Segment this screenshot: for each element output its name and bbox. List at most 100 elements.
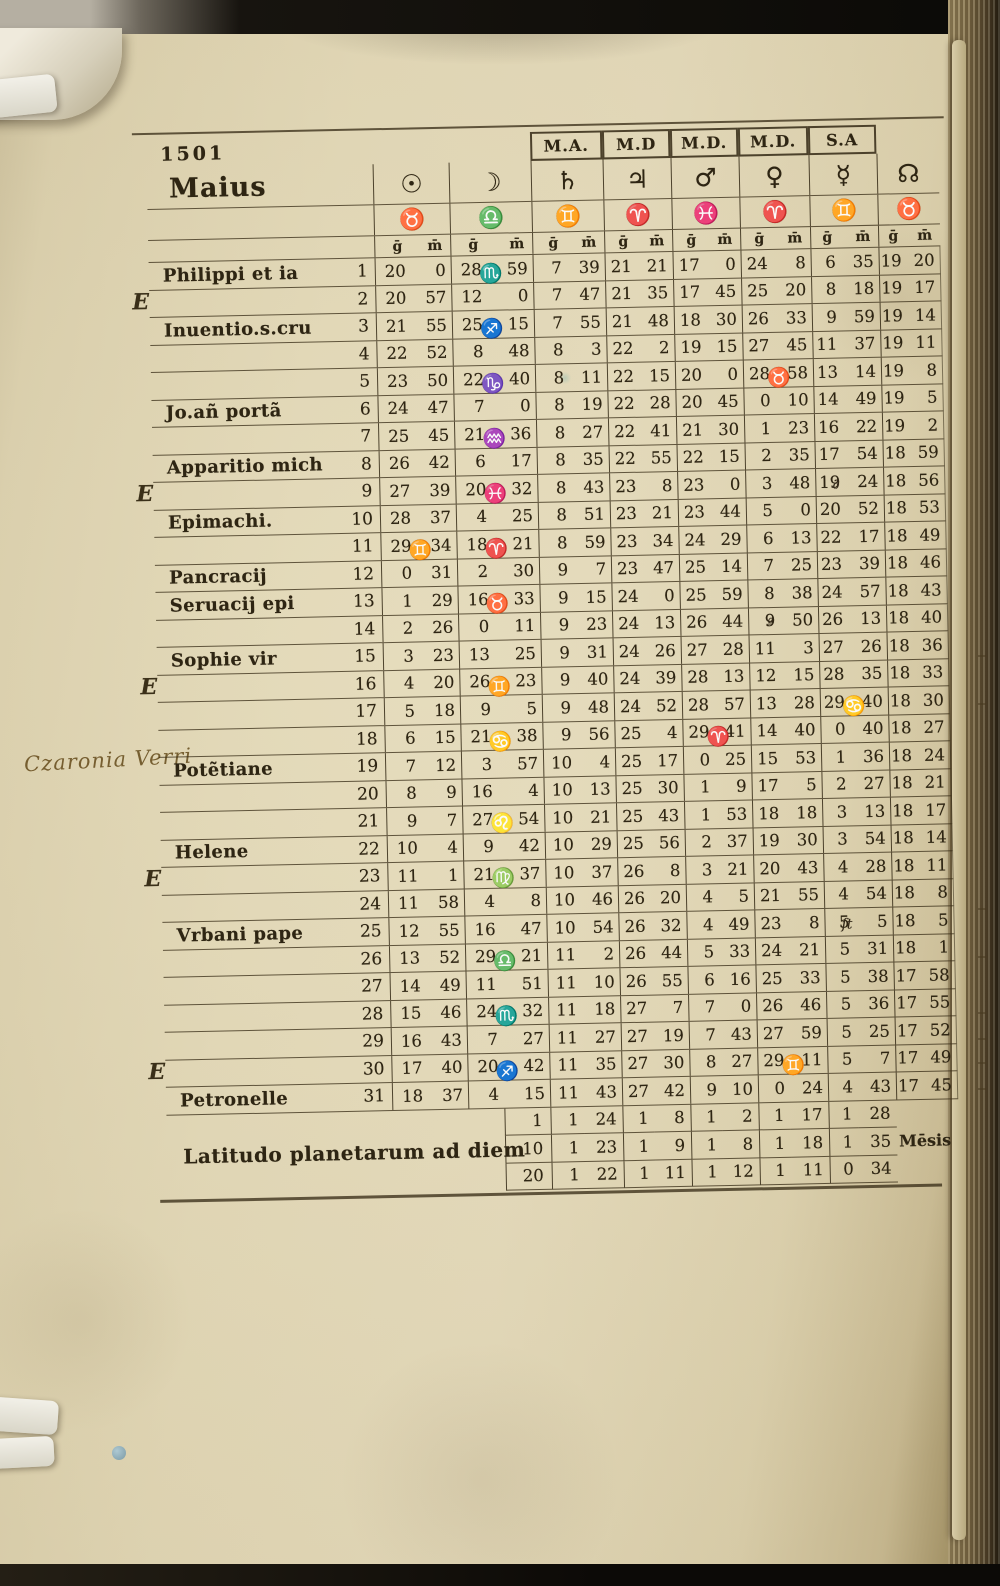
aries-sign-icon: ♈	[706, 725, 731, 748]
sat-degrees: 8	[535, 419, 571, 447]
degree-column-header: ḡ	[532, 232, 567, 254]
node-degrees: 18	[885, 577, 914, 605]
node-minutes: 8	[908, 356, 944, 384]
latitude-minutes: 11	[791, 1156, 831, 1185]
node-minutes: 43	[913, 576, 948, 604]
mer-degrees: 23	[816, 550, 848, 579]
mars-degrees: 1	[683, 773, 716, 801]
sat-degrees: 8	[536, 446, 572, 474]
sun-degrees: 17	[391, 1054, 428, 1083]
node-minutes: 59	[910, 438, 945, 467]
node-minutes: 11	[919, 851, 954, 879]
sun-minutes: 39	[429, 480, 451, 500]
mars-degrees: 19	[674, 333, 707, 361]
node-minutes: 27	[916, 713, 951, 741]
day-number: 24	[359, 893, 382, 915]
mer-minutes: 57	[859, 581, 881, 601]
sun-minutes: 0	[435, 260, 446, 280]
scorpio-sign-icon: ♏	[478, 262, 503, 286]
ven-minutes: 8	[795, 252, 806, 273]
feast-cell	[158, 726, 349, 756]
moon-minutes: 42	[518, 836, 541, 856]
sun-degrees: 5	[383, 697, 421, 725]
ven-minutes: 21	[798, 940, 821, 960]
ven-degrees: 12	[749, 662, 782, 690]
sat-minutes: 21	[590, 807, 612, 827]
ven-minutes: 58 ♉	[766, 362, 809, 390]
jup-degrees: 26	[619, 967, 652, 995]
day-number: 10	[351, 509, 374, 530]
sat-degrees: 11	[548, 1024, 584, 1052]
moon-degrees: 16	[464, 915, 501, 943]
mer-minutes: 54	[865, 883, 888, 904]
latitude-day-number: 20	[505, 1162, 553, 1191]
sat-minutes: 39	[578, 257, 600, 277]
degree-column-header: ḡ	[877, 225, 907, 247]
node-minutes: 49	[912, 521, 947, 549]
sagittarius-sign-icon: ♐	[479, 317, 504, 341]
latitude-section: 1 1 24 1 8 1 2 1 17 1 28 Latitudo planetarum ad die…	[166, 1099, 960, 1198]
sun-degrees: 3	[382, 642, 420, 670]
day-number: 23	[358, 866, 381, 887]
ven-degrees: 1	[743, 414, 777, 443]
sun-minutes: 1	[447, 865, 459, 885]
jup-minutes: 8	[669, 860, 681, 880]
ven-minutes: 0	[800, 500, 812, 520]
latitude-minutes: 23	[584, 1133, 624, 1162]
minute-column-header: m̄	[855, 228, 871, 245]
ven-minutes: 3	[803, 637, 814, 658]
feast-label: Potẽtiane	[172, 758, 274, 782]
feast-cell	[163, 946, 354, 976]
ven-minutes: 43	[797, 857, 819, 878]
node-degrees: 18	[883, 494, 913, 522]
jup-degrees: 21	[604, 252, 638, 280]
sun-minutes: 43	[440, 1030, 463, 1050]
sat-degrees: 9	[540, 639, 576, 667]
latitude-minutes: 12	[723, 1157, 761, 1187]
jup-degrees: 25	[614, 720, 647, 748]
moon-minutes: 36 ♒	[482, 423, 532, 451]
day-number: 11	[351, 536, 374, 558]
jup-degrees: 23	[609, 472, 642, 500]
mer-degrees: 4	[823, 880, 855, 908]
mars-minutes: 30	[715, 309, 738, 329]
leo-sign-icon: ♌	[490, 812, 515, 835]
moon-minutes: 15 ♐	[479, 313, 530, 341]
mars-degrees: 9	[689, 1076, 723, 1104]
jup-minutes: 42	[663, 1080, 686, 1101]
ven-degrees: 25	[755, 964, 788, 992]
moon-minutes: 11	[514, 616, 536, 636]
week-marker-icon: E	[144, 865, 162, 893]
sat-minutes: 55	[579, 312, 602, 332]
node-degrees: 18	[889, 769, 918, 797]
mer-degrees: 0	[820, 715, 851, 744]
ven-degrees: 23	[754, 909, 787, 937]
sat-minutes: 35	[595, 1054, 617, 1075]
moon-minutes: 21 ♎	[493, 946, 543, 973]
moon-minutes: 48	[508, 341, 530, 361]
mer-minutes: 27	[863, 773, 885, 794]
feast-cell	[160, 781, 351, 811]
catchword-label: Mēsis	[898, 1130, 952, 1151]
day-number: 13	[352, 591, 375, 613]
ven-minutes: 48	[789, 472, 811, 493]
ven-minutes: 11 ♊	[781, 1050, 823, 1077]
mer-degrees: 22	[816, 523, 847, 551]
node-degrees: 18	[891, 879, 921, 907]
moon-degrees: 9	[459, 695, 497, 724]
mer-degrees: 19	[815, 468, 846, 496]
jup-minutes: 21	[646, 255, 668, 276]
sat-minutes: 51	[583, 504, 606, 525]
mercury-sign-icon: ♊	[809, 194, 878, 227]
node-degrees: 18	[885, 604, 915, 632]
mer-degrees: 8	[811, 275, 842, 304]
jup-minutes: 13	[654, 613, 676, 633]
day-number: 8	[360, 454, 373, 475]
mars-minutes: 30	[717, 419, 740, 439]
mer-minutes: 37	[854, 334, 876, 354]
latitude-minutes: 24	[584, 1105, 623, 1135]
node-degrees: 18	[888, 714, 917, 742]
libra-sign-icon: ♎	[493, 949, 518, 973]
mars-degrees: 25	[678, 553, 712, 581]
feast-cell	[151, 369, 342, 399]
